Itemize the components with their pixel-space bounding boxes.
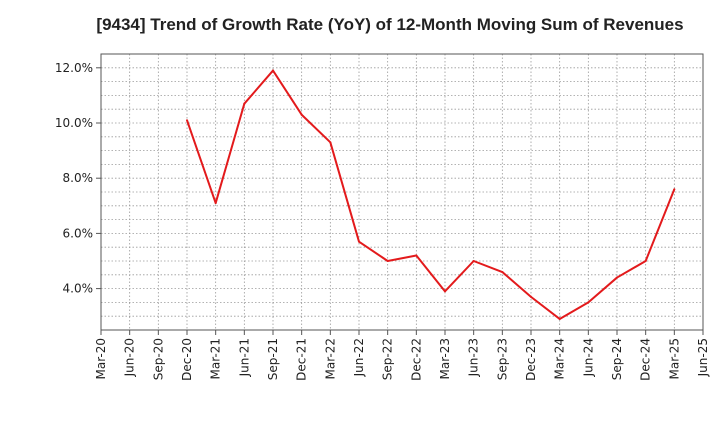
- data-point: [214, 202, 217, 205]
- x-tick-label: Sep-21: [266, 338, 280, 380]
- y-tick-label: 8.0%: [63, 171, 94, 185]
- y-axis: 4.0% 6.0% 8.0% 10.0% 12.0%: [55, 61, 101, 296]
- data-point: [186, 119, 188, 122]
- x-tick-label: Mar-21: [209, 338, 223, 379]
- data-point: [530, 295, 532, 298]
- data-point: [300, 113, 303, 116]
- data-point: [358, 240, 360, 243]
- data-point: [558, 317, 561, 320]
- data-point: [587, 301, 590, 304]
- x-tick-label: Jun-25: [696, 338, 710, 377]
- data-point: [329, 141, 332, 144]
- y-tick-label: 4.0%: [63, 282, 94, 296]
- x-tick-label: Jun-24: [581, 338, 595, 377]
- x-tick-label: Sep-22: [381, 338, 395, 380]
- data-point: [501, 271, 504, 274]
- y-tick-label: 10.0%: [55, 116, 93, 130]
- data-point: [243, 102, 246, 105]
- plot-area: [100, 53, 704, 331]
- data-point: [386, 260, 389, 262]
- grid: [100, 54, 704, 330]
- data-point: [616, 276, 618, 279]
- data-point: [415, 254, 418, 257]
- data-point: [272, 69, 274, 72]
- x-tick-label: Mar-24: [553, 338, 567, 379]
- x-tick-label: Sep-24: [610, 338, 624, 380]
- series-layer: [186, 69, 676, 320]
- data-point: [673, 188, 676, 191]
- x-tick-label: Dec-22: [409, 338, 423, 381]
- x-tick-label: Dec-20: [180, 338, 194, 381]
- x-tick-label: Mar-25: [667, 338, 681, 379]
- x-tick-label: Dec-21: [295, 338, 309, 381]
- x-tick-label: Mar-20: [94, 338, 108, 379]
- series-line: [186, 69, 676, 320]
- x-tick-label: Dec-24: [639, 338, 653, 381]
- x-tick-label: Jun-20: [123, 338, 137, 377]
- data-point: [472, 260, 475, 262]
- x-tick-label: Mar-23: [438, 338, 452, 379]
- x-tick-label: Sep-23: [495, 338, 509, 380]
- x-tick-label: Jun-22: [352, 338, 366, 377]
- x-axis: Mar-20 Jun-20 Sep-20 Dec-20 Mar-21 Jun-21 Sep-…: [94, 330, 710, 381]
- x-tick-label: Jun-23: [467, 338, 481, 377]
- x-tick-label: Dec-23: [524, 338, 538, 381]
- data-point: [444, 290, 446, 293]
- y-tick-label: 12.0%: [55, 61, 93, 75]
- x-tick-label: Sep-20: [151, 338, 165, 380]
- data-point: [644, 260, 647, 262]
- x-tick-label: Jun-21: [237, 338, 251, 377]
- chart-title: [9434] Trend of Growth Rate (YoY) of 12-…: [96, 15, 683, 34]
- x-tick-label: Mar-22: [323, 338, 337, 379]
- y-tick-label: 6.0%: [63, 226, 94, 240]
